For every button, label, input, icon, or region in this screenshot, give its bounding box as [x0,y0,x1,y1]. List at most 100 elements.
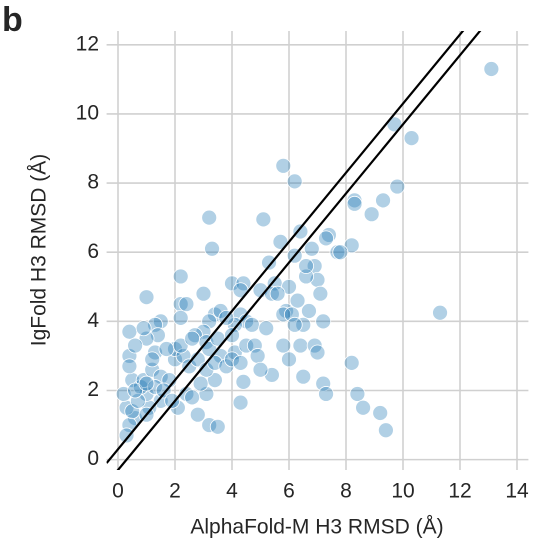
point [178,296,195,312]
point [375,192,391,209]
point [389,178,406,195]
point [269,285,286,302]
point [286,173,303,190]
point [244,316,260,333]
point [164,392,181,409]
x-tick-label: 8 [340,480,352,503]
point [332,244,349,261]
x-tick-label: 6 [283,480,295,503]
point [135,320,152,337]
point [195,285,212,302]
point [224,351,240,368]
point [355,399,372,416]
reference-line [116,31,482,470]
point [255,211,272,228]
point [346,195,363,212]
point [309,344,326,361]
point [432,304,448,321]
point [192,375,209,392]
point [152,368,169,385]
point [172,310,189,326]
point [349,386,366,402]
point [258,320,275,337]
point [189,406,206,423]
point [315,313,332,330]
x-tick-label: 14 [505,480,529,503]
point [315,375,332,392]
point [232,354,249,371]
point [152,392,169,409]
point [292,337,309,354]
point [295,368,312,385]
point [346,192,363,209]
point [184,330,201,347]
point [184,389,201,406]
point [261,254,277,271]
reference-line [106,31,465,464]
point [298,258,315,274]
y-tick-label: 0 [87,447,99,470]
point [292,223,309,240]
point [155,382,172,399]
x-tick-label: 2 [169,480,181,503]
point [343,354,360,371]
point [138,375,155,392]
point [209,418,226,435]
y-tick-label: 8 [87,171,99,194]
point [172,296,189,312]
point [483,61,500,77]
point [403,130,420,147]
x-tick-label: 0 [112,480,124,503]
point [201,209,218,226]
point [312,285,329,302]
point [281,278,297,295]
point [318,386,334,402]
x-tick-label: 12 [448,480,471,503]
y-tick-label: 2 [87,378,99,401]
x-axis-label: AlphaFold-M H3 RMSD (Å) [190,516,443,539]
point [343,237,360,254]
point [224,275,240,292]
point [158,341,175,357]
point [172,268,189,285]
point [283,306,300,323]
point [144,351,161,368]
point [226,316,243,333]
point [275,337,292,354]
point [363,206,380,223]
panel-label: b [2,1,23,39]
plot-area [106,31,500,470]
point [121,323,138,340]
y-tick-label: 12 [76,32,99,55]
point [249,348,266,364]
y-tick-label: 6 [87,240,99,263]
point [252,361,269,378]
point [232,394,249,411]
point [121,358,138,375]
point [238,337,255,354]
y-tick-label: 10 [76,102,99,125]
point [281,351,297,368]
point [301,303,317,319]
x-tick-label: 4 [226,480,238,503]
point [295,316,312,333]
point [303,240,320,257]
point [138,330,155,347]
point [127,337,144,354]
point [172,337,189,354]
point [147,379,163,395]
x-tick-label: 10 [391,480,414,503]
y-axis-label: IgFold H3 RMSD (Å) [28,154,51,347]
point [127,382,144,399]
point [275,306,292,323]
point [306,258,323,274]
point [201,313,218,330]
point [318,230,334,247]
point [130,392,146,409]
point [204,240,220,257]
point [377,422,394,439]
point [195,323,212,340]
point [235,373,252,390]
point [372,405,389,421]
